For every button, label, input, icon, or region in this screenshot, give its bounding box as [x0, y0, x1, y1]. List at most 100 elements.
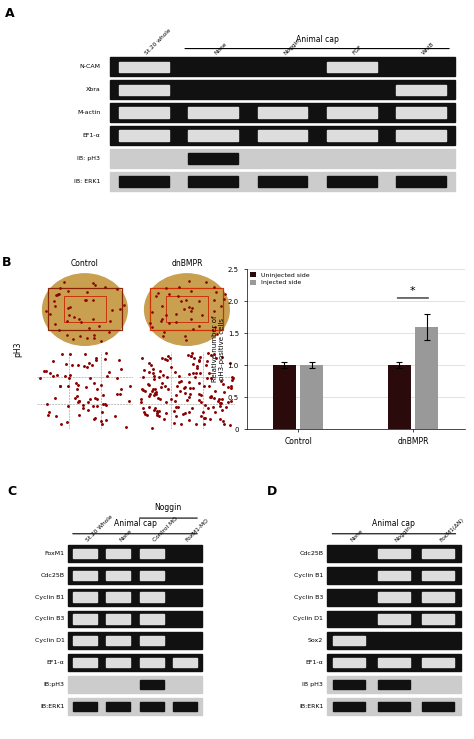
Point — [173, 316, 180, 328]
Bar — [189, 107, 238, 118]
Point — [218, 300, 225, 312]
Point — [43, 366, 50, 378]
Point — [91, 377, 98, 389]
Point — [146, 388, 154, 400]
Point — [117, 364, 124, 375]
Point — [218, 404, 226, 416]
Point — [218, 375, 225, 386]
Point — [201, 412, 209, 424]
Bar — [48, 287, 121, 330]
Point — [161, 353, 169, 364]
Point — [227, 382, 235, 394]
Point — [159, 369, 167, 381]
Point — [229, 372, 237, 384]
Point — [207, 390, 215, 402]
Point — [187, 382, 194, 394]
Bar — [273, 365, 296, 429]
Text: IB:pH3: IB:pH3 — [44, 682, 64, 687]
Bar — [73, 636, 97, 645]
Bar — [68, 589, 202, 605]
Point — [188, 402, 196, 414]
Point — [214, 328, 221, 340]
Text: B: B — [1, 256, 11, 269]
Bar — [396, 176, 446, 186]
Bar — [422, 614, 455, 624]
Point — [213, 353, 220, 364]
Point — [177, 296, 185, 307]
Point — [202, 359, 210, 371]
Point — [103, 370, 111, 382]
Bar — [140, 636, 164, 645]
Bar — [378, 571, 410, 580]
Point — [162, 406, 170, 418]
Point — [188, 347, 196, 359]
Point — [170, 405, 178, 417]
Point — [84, 403, 91, 415]
Point — [77, 316, 85, 328]
Point — [224, 397, 232, 409]
Bar — [415, 327, 438, 429]
Point — [64, 302, 72, 313]
Point — [106, 367, 113, 378]
Bar — [140, 614, 164, 624]
Point — [220, 418, 228, 430]
Bar — [422, 658, 455, 667]
Point — [202, 276, 210, 288]
Bar — [140, 658, 164, 667]
Point — [44, 398, 51, 410]
Point — [228, 371, 236, 383]
Point — [143, 409, 151, 421]
Point — [154, 406, 161, 418]
Point — [155, 371, 163, 383]
Point — [55, 287, 63, 299]
Point — [222, 401, 229, 413]
Bar — [166, 296, 208, 322]
Point — [180, 382, 188, 394]
Point — [115, 355, 123, 367]
Point — [195, 354, 202, 366]
Point — [91, 279, 99, 290]
Bar — [109, 103, 456, 122]
Point — [57, 418, 65, 430]
Point — [180, 408, 187, 420]
Point — [91, 392, 99, 404]
Point — [51, 318, 59, 330]
Point — [80, 403, 87, 415]
Bar — [68, 545, 202, 562]
Title: Control: Control — [71, 259, 99, 268]
Point — [137, 397, 145, 409]
Point — [192, 418, 200, 430]
Point — [93, 401, 100, 412]
Point — [160, 326, 168, 338]
Point — [91, 412, 99, 423]
Point — [145, 380, 152, 392]
Point — [62, 370, 69, 382]
Point — [158, 353, 166, 364]
Text: M-actin: M-actin — [77, 110, 100, 115]
Bar — [109, 149, 456, 168]
Bar — [68, 698, 202, 715]
Point — [184, 349, 191, 361]
Point — [182, 381, 189, 393]
Point — [188, 302, 195, 314]
Bar — [396, 130, 446, 140]
Bar — [73, 658, 97, 667]
Point — [215, 394, 223, 406]
Point — [155, 287, 162, 299]
Point — [221, 288, 229, 300]
Point — [54, 287, 61, 299]
Bar — [189, 153, 238, 163]
Point — [147, 359, 155, 371]
Point — [171, 366, 179, 378]
Point — [227, 380, 235, 392]
Point — [187, 350, 195, 362]
Point — [152, 290, 160, 302]
Point — [212, 286, 220, 298]
Bar — [327, 654, 461, 671]
Point — [154, 409, 161, 420]
Text: EF1-α: EF1-α — [306, 660, 323, 665]
Bar — [150, 287, 223, 330]
Bar — [327, 107, 376, 118]
Text: St.20 Whole: St.20 Whole — [85, 514, 114, 542]
Point — [63, 330, 71, 341]
